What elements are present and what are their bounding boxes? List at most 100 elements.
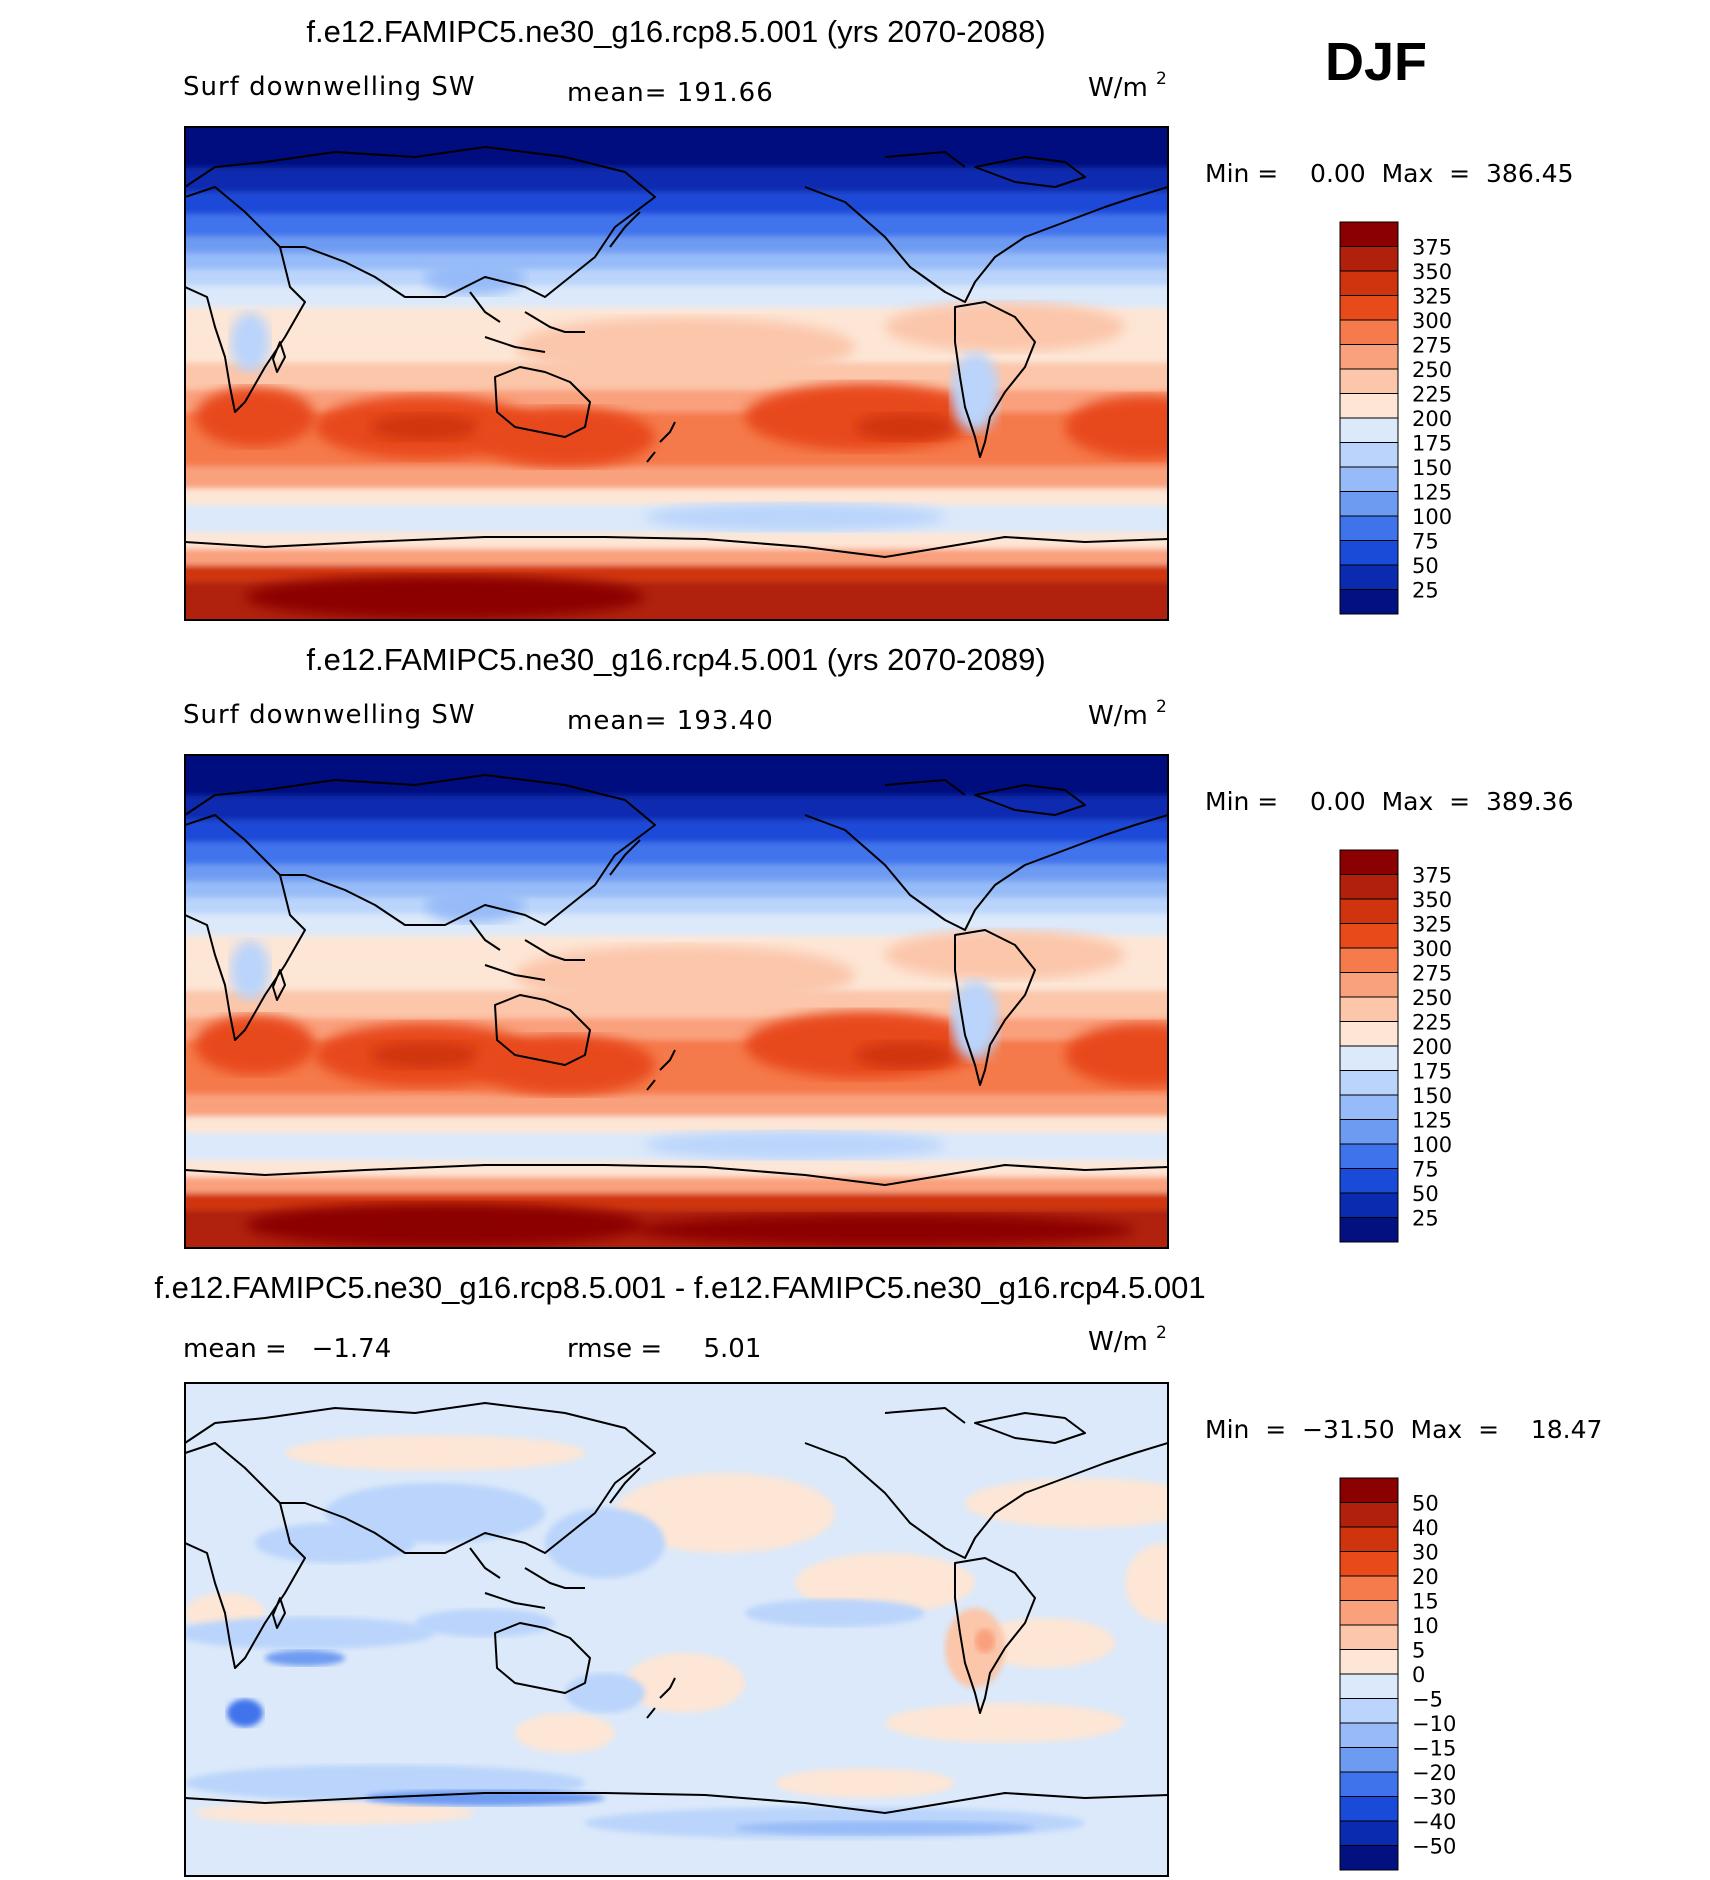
colorbar-swatch	[1339, 1673, 1399, 1699]
colorbar-tick-label: 25	[1412, 1207, 1439, 1231]
variable-label: Surf downwelling SW	[183, 72, 476, 102]
colorbar-swatch	[1339, 246, 1399, 272]
colorbar-tick-label: 50	[1412, 1492, 1439, 1516]
mean-label: mean = −1.74	[183, 1334, 391, 1364]
colorbar-swatch	[1339, 996, 1399, 1022]
colorbar-swatch	[1339, 1649, 1399, 1675]
colorbar-swatch	[1339, 1526, 1399, 1552]
mean-label: mean= 193.40	[567, 706, 774, 736]
colorbar-tick-label: 350	[1412, 888, 1452, 912]
svg-text:W/m: W/m	[1088, 1327, 1148, 1357]
colorbar: 3753503253002752502252001751501251007550…	[1339, 221, 1452, 615]
colorbar-swatch	[1339, 947, 1399, 973]
colorbar-swatch	[1339, 1192, 1399, 1218]
colorbar-tick-label: −15	[1412, 1737, 1456, 1761]
colorbar-tick-label: 250	[1412, 986, 1452, 1010]
colorbar-swatch	[1339, 1820, 1399, 1846]
colorbar-swatch	[1339, 1119, 1399, 1145]
colorbar-swatch	[1339, 221, 1399, 247]
panel-title: f.e12.FAMIPC5.ne30_g16.rcp8.5.001 (yrs 2…	[306, 14, 1045, 49]
colorbar-swatch	[1339, 923, 1399, 949]
colorbar-tick-label: 250	[1412, 358, 1452, 382]
colorbar-tick-label: 100	[1412, 1133, 1452, 1157]
panel-difference: f.e12.FAMIPC5.ne30_g16.rcp8.5.001 - f.e1…	[154, 1270, 1602, 1877]
colorbar-swatch	[1339, 1551, 1399, 1577]
colorbar-tick-label: 150	[1412, 1084, 1452, 1108]
colorbar-tick-label: 100	[1412, 505, 1452, 529]
colorbar-tick-label: 30	[1412, 1541, 1439, 1565]
colorbar-tick-label: 225	[1412, 383, 1452, 407]
colorbar-swatch	[1339, 898, 1399, 924]
colorbar-tick-label: 325	[1412, 285, 1452, 309]
colorbar-tick-label: 125	[1412, 1109, 1452, 1133]
colorbar-tick-label: 300	[1412, 937, 1452, 961]
colorbar-swatch	[1339, 1600, 1399, 1626]
coastlines	[185, 1402, 1168, 1814]
colorbar-swatch	[1339, 466, 1399, 492]
units-label: W/m 2	[1088, 69, 1167, 103]
colorbar-tick-label: 175	[1412, 432, 1452, 456]
map-field	[185, 1383, 1168, 1876]
colorbar-swatch	[1339, 849, 1399, 875]
panel-rcp45: f.e12.FAMIPC5.ne30_g16.rcp4.5.001 (yrs 2…	[183, 642, 1574, 1249]
map-field	[185, 755, 1168, 1248]
colorbar-swatch	[1339, 1143, 1399, 1169]
colorbar-swatch	[1339, 1021, 1399, 1047]
colorbar-tick-label: 75	[1412, 1158, 1439, 1182]
min-max-label: Min = −31.50 Max = 18.47	[1205, 1415, 1602, 1444]
colorbar-swatch	[1339, 1070, 1399, 1096]
colorbar-swatch	[1339, 1845, 1399, 1871]
colorbar-tick-label: 10	[1412, 1614, 1439, 1638]
colorbar-tick-label: 50	[1412, 554, 1439, 578]
colorbar-swatch	[1339, 1168, 1399, 1194]
colorbar-tick-label: 150	[1412, 456, 1452, 480]
colorbar-tick-label: 5	[1412, 1639, 1425, 1663]
colorbar-swatch	[1339, 589, 1399, 615]
panel-title: f.e12.FAMIPC5.ne30_g16.rcp4.5.001 (yrs 2…	[306, 642, 1045, 677]
colorbar-tick-label: −30	[1412, 1786, 1456, 1810]
map-frame	[184, 1382, 1169, 1877]
svg-text:2: 2	[1156, 69, 1167, 89]
colorbar-tick-label: −10	[1412, 1712, 1456, 1736]
coastlines	[185, 774, 1168, 1186]
coastlines	[185, 146, 1168, 558]
colorbar-tick-label: 50	[1412, 1182, 1439, 1206]
colorbar-tick-label: 375	[1412, 236, 1452, 260]
colorbar-swatch	[1339, 1477, 1399, 1503]
colorbar-tick-label: 200	[1412, 1035, 1452, 1059]
colorbar-swatch	[1339, 1575, 1399, 1601]
svg-text:W/m: W/m	[1088, 73, 1148, 103]
colorbar-swatch	[1339, 564, 1399, 590]
colorbar-tick-label: 20	[1412, 1565, 1439, 1589]
colorbar-swatch	[1339, 1502, 1399, 1528]
colorbar-swatch	[1339, 442, 1399, 468]
colorbar-swatch	[1339, 515, 1399, 541]
colorbar-tick-label: 175	[1412, 1060, 1452, 1084]
rmse-label: rmse = 5.01	[567, 1334, 761, 1364]
colorbar: 3753503253002752502252001751501251007550…	[1339, 849, 1452, 1243]
colorbar-swatch	[1339, 1771, 1399, 1797]
svg-text:2: 2	[1156, 1323, 1167, 1343]
colorbar-swatch	[1339, 1624, 1399, 1650]
colorbar-tick-label: −5	[1412, 1688, 1443, 1712]
svg-text:2: 2	[1156, 697, 1167, 717]
colorbar-tick-label: 125	[1412, 481, 1452, 505]
colorbar-swatch	[1339, 1722, 1399, 1748]
colorbar-tick-label: 300	[1412, 309, 1452, 333]
colorbar-tick-label: 225	[1412, 1011, 1452, 1035]
colorbar-tick-label: −20	[1412, 1761, 1456, 1785]
colorbar-tick-label: 350	[1412, 260, 1452, 284]
season-label: DJF	[1325, 32, 1427, 92]
colorbar-tick-label: 0	[1412, 1663, 1425, 1687]
colorbar-swatch	[1339, 417, 1399, 443]
colorbar-swatch	[1339, 344, 1399, 370]
colorbar-tick-label: 275	[1412, 962, 1452, 986]
colorbar-tick-label: 325	[1412, 913, 1452, 937]
map-frame	[184, 754, 1169, 1249]
colorbar-tick-label: 40	[1412, 1516, 1439, 1540]
mean-label: mean= 191.66	[567, 78, 774, 108]
colorbar-swatch	[1339, 874, 1399, 900]
colorbar-tick-label: −50	[1412, 1835, 1456, 1859]
colorbar-swatch	[1339, 972, 1399, 998]
